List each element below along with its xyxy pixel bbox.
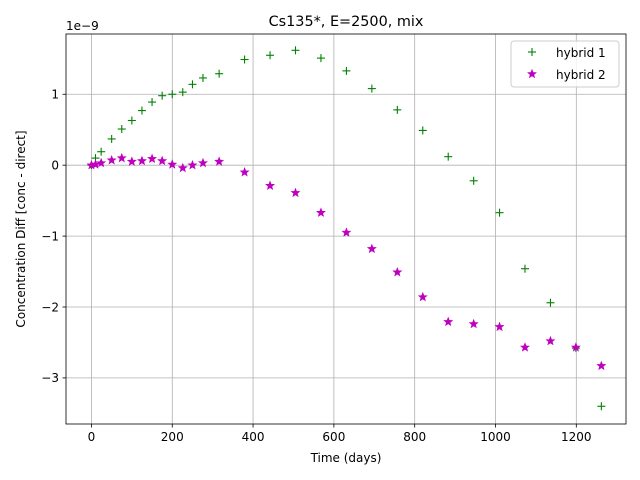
data-point (106, 154, 117, 165)
data-point (116, 152, 127, 163)
x-tick-label: 400 (242, 430, 265, 444)
data-point (158, 91, 167, 100)
data-point (494, 321, 505, 332)
y-tick-label: −1 (41, 229, 59, 243)
data-point (136, 155, 147, 166)
legend-box (510, 40, 620, 88)
data-point (214, 156, 225, 166)
data-point (240, 55, 249, 64)
data-point (178, 88, 187, 97)
data-point (291, 46, 300, 55)
grid (66, 34, 626, 424)
data-point (97, 147, 106, 156)
data-point (392, 267, 403, 277)
data-point (127, 116, 136, 125)
x-tick-label: 1200 (561, 430, 592, 444)
data-point (168, 90, 177, 99)
data-point (545, 335, 556, 346)
y-tick-label: 0 (51, 158, 59, 172)
data-point (239, 167, 250, 177)
series-2 (86, 152, 607, 371)
data-point (316, 54, 325, 63)
legend-marker-hybrid-1 (528, 48, 536, 56)
x-tick-label: 1000 (480, 430, 511, 444)
data-point (520, 342, 530, 352)
x-tick-label: 200 (161, 430, 184, 444)
data-point (418, 126, 427, 135)
legend-marker-symbol (527, 68, 537, 79)
series-1 (87, 46, 606, 411)
data-point (188, 80, 197, 89)
data-point (393, 105, 402, 114)
data-point (187, 159, 198, 170)
y-tick-label: 1 (51, 88, 59, 102)
data-point (126, 156, 137, 166)
data-point (167, 159, 178, 169)
y-tick-label: −3 (41, 371, 59, 385)
legend-marker-hybrid-2 (527, 68, 537, 79)
y-tick-label: −2 (41, 300, 59, 314)
data-point (444, 152, 453, 161)
data-point (570, 342, 581, 352)
data-point (290, 187, 301, 198)
data-point (468, 318, 479, 329)
legend-label-hybrid-2: hybrid 2 (556, 68, 606, 82)
data-point (266, 51, 275, 60)
x-tick-label: 800 (403, 430, 426, 444)
data-point (147, 153, 158, 164)
data-point (342, 66, 351, 75)
data-point (417, 291, 428, 302)
data-point (148, 98, 157, 107)
data-point (520, 264, 529, 273)
data-point (546, 298, 555, 307)
data-point (443, 316, 454, 327)
data-point (315, 207, 326, 217)
data-point (469, 176, 478, 185)
plot-frame (65, 33, 627, 425)
data-point (96, 157, 107, 168)
y-axis-label: Concentration Diff [conc - direct] (14, 130, 28, 327)
y-offset-label: 1e−9 (66, 19, 99, 33)
data-point (215, 69, 224, 78)
ticks: 0 200 400 600 800 1000 1200 −3 −2 −1 0 1 (41, 88, 591, 444)
series-layer (86, 46, 607, 411)
data-point (341, 227, 352, 237)
chart-title: Cs135*, E=2500, mix (269, 14, 424, 30)
data-point (596, 360, 607, 371)
data-point (198, 157, 208, 168)
data-point (177, 162, 188, 173)
legend-label-hybrid-1: hybrid 1 (556, 46, 606, 60)
x-axis-label: Time (days) (310, 451, 382, 465)
data-point (117, 125, 126, 134)
data-point (137, 106, 146, 115)
x-tick-label: 600 (322, 430, 345, 444)
data-point (157, 155, 168, 166)
data-point (367, 84, 376, 93)
data-point (366, 243, 377, 254)
data-point (198, 73, 207, 82)
data-point (597, 402, 606, 411)
x-tick-label: 0 (88, 430, 96, 444)
legend: hybrid 1 hybrid 2 (510, 40, 620, 88)
data-point (495, 208, 504, 217)
data-point (107, 134, 116, 143)
legend-marker-symbol (528, 48, 536, 56)
data-point (265, 180, 276, 190)
